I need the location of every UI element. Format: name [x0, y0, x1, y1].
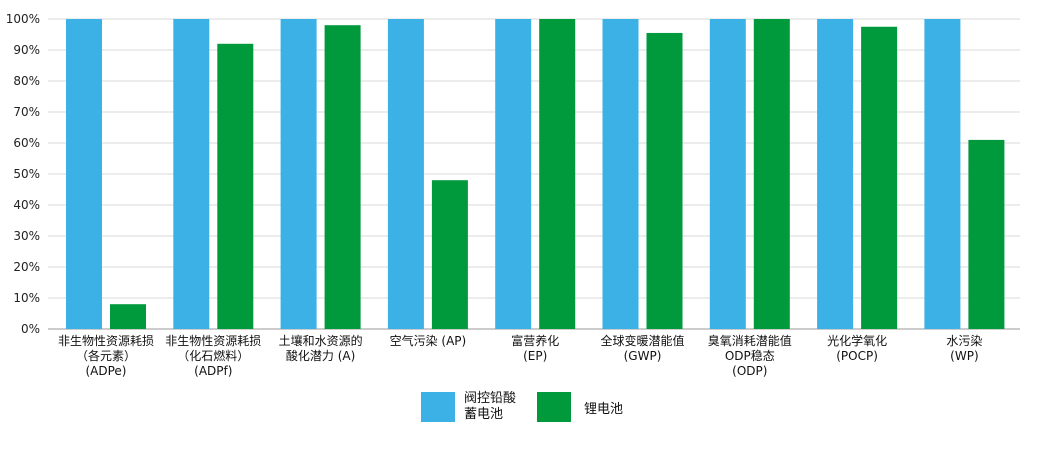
legend-swatch-vrla: [421, 392, 455, 422]
bar-vrla: [387, 19, 424, 329]
y-tick-label: 0%: [21, 322, 40, 336]
y-tick-label: 10%: [13, 291, 40, 305]
y-tick-label: 60%: [13, 136, 40, 150]
legend-label-lithium: 锂电池: [584, 402, 623, 417]
y-tick-label: 20%: [13, 260, 40, 274]
legend-label-vrla: 阀控铅酸蓄电池: [464, 391, 516, 422]
bar-vrla: [173, 19, 210, 329]
y-tick-label: 90%: [13, 43, 40, 57]
bar-vrla: [709, 19, 746, 329]
y-axis-ticks: 0% 10% 20% 30% 40% 50% 60% 70% 80% 90% 100%: [6, 12, 40, 336]
bar-lithium: [968, 139, 1005, 329]
legend: 阀控铅酸蓄电池 锂电池: [421, 391, 623, 422]
bar-vrla: [280, 19, 317, 329]
bar-lithium: [646, 32, 683, 329]
bar-vrla: [602, 19, 639, 329]
bar-lithium: [324, 25, 361, 329]
category-label: 全球变暖潜能值(GWP): [600, 333, 684, 363]
category-label: 光化学氧化(POCP): [827, 333, 887, 363]
bar-lithium: [753, 19, 790, 329]
bar-lithium: [861, 26, 898, 329]
category-label: 非生物性资源耗损（各元素）(ADPe): [58, 334, 154, 378]
category-label: 水污染(WP): [946, 333, 982, 363]
bar-lithium: [110, 304, 146, 329]
category-label: 非生物性资源耗损（化石燃料）(ADPf): [165, 334, 261, 378]
y-tick-label: 50%: [13, 167, 40, 181]
category-label: 空气污染 (AP): [390, 333, 467, 348]
bar-lithium: [217, 43, 254, 330]
bar-vrla: [495, 19, 532, 329]
bar-vrla: [817, 19, 854, 329]
x-axis-labels: 非生物性资源耗损（各元素）(ADPe)非生物性资源耗损（化石燃料）(ADPf) 土…: [58, 333, 982, 378]
y-tick-label: 70%: [13, 105, 40, 119]
grid-lines: [48, 18, 1020, 330]
category-label: 富营养化(EP): [511, 333, 559, 363]
bars: [66, 19, 1005, 330]
bar-lithium: [431, 180, 468, 329]
y-tick-label: 40%: [13, 198, 40, 212]
category-label: 土壤和水资源的酸化潜力 (A): [279, 333, 363, 363]
y-tick-label: 80%: [13, 74, 40, 88]
bar-vrla: [924, 19, 961, 329]
bar-lithium: [539, 19, 576, 329]
y-tick-label: 100%: [6, 12, 40, 26]
y-tick-label: 30%: [13, 229, 40, 243]
legend-swatch-lithium: [537, 392, 571, 422]
category-label: 臭氧消耗潜能值 ODP稳态(ODP): [708, 333, 792, 378]
bar-vrla: [66, 19, 102, 329]
